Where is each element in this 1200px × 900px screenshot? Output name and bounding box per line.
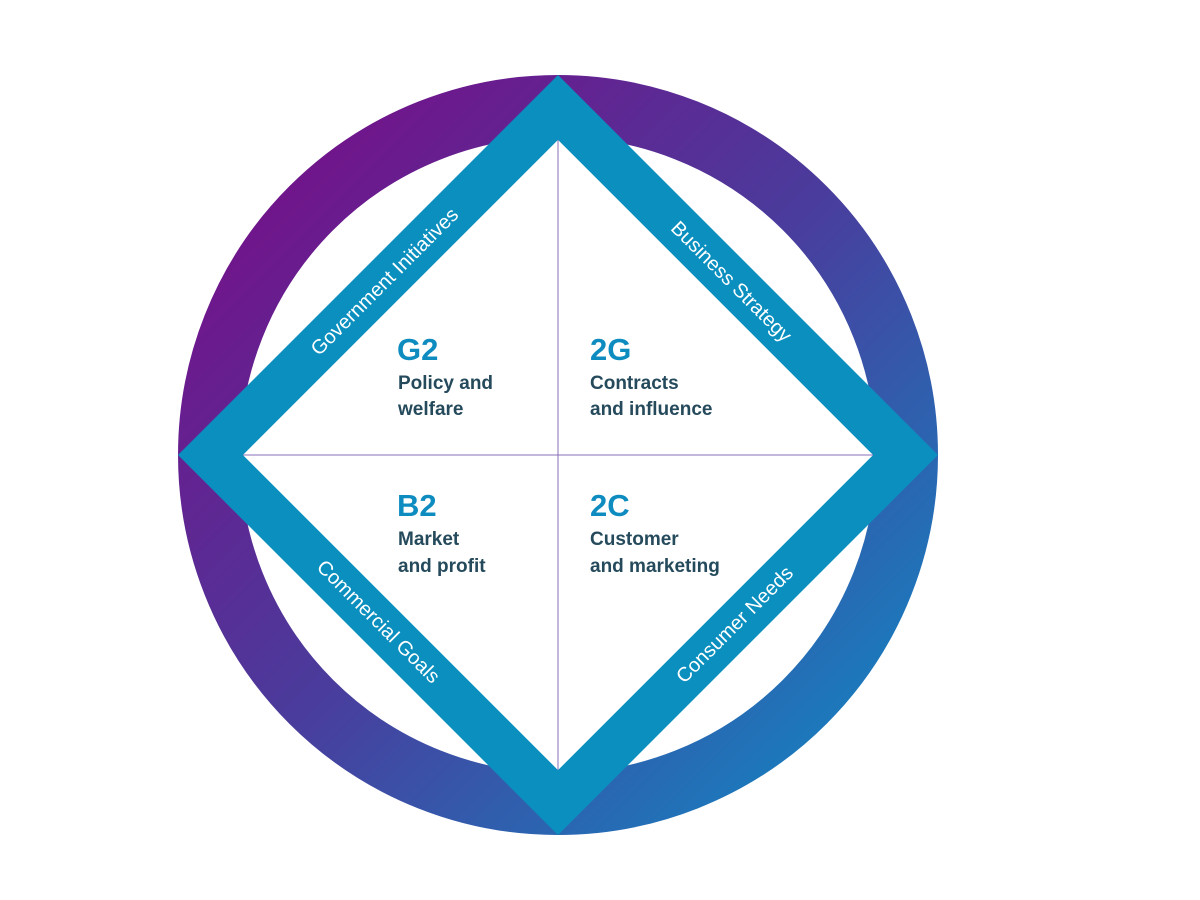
quadrant-text-line1: Contracts [590, 373, 679, 394]
quadrant-text-line2: and profit [398, 556, 486, 577]
quadrant-code: 2C [590, 488, 630, 523]
quadrant-b2: B2 Market and profit [397, 488, 486, 577]
quadrant-text-line2: welfare [397, 399, 463, 420]
quadrant-2c: 2C Customer and marketing [590, 488, 720, 577]
quadrant-g2: G2 Policy and welfare [397, 332, 493, 420]
quadrant-text-line2: and influence [590, 399, 712, 420]
quadrant-2g: 2G Contracts and influence [590, 332, 712, 420]
quadrant-text-line1: Market [398, 529, 460, 550]
quadrant-text-line1: Policy and [398, 373, 493, 394]
quadrant-code: 2G [590, 332, 631, 367]
diamond-band [178, 75, 938, 835]
quadrant-text-line2: and marketing [590, 556, 720, 577]
quadrant-code: B2 [397, 488, 437, 523]
quadrant-code: G2 [397, 332, 438, 367]
quadrant-text-line1: Customer [590, 529, 679, 550]
